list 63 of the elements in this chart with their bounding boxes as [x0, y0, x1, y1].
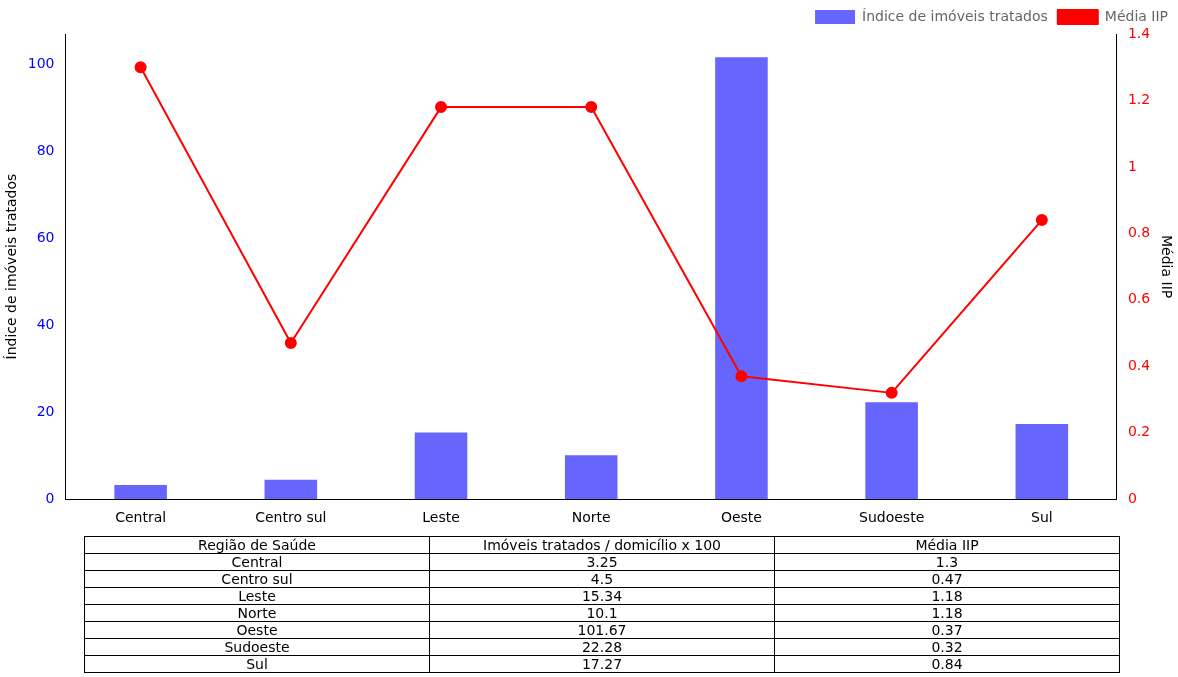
text: 22.28	[429, 638, 775, 656]
x-tick-label: Sul	[1031, 509, 1053, 526]
text: 101.67	[429, 621, 775, 639]
text: 0.47	[774, 570, 1120, 588]
point	[284, 337, 297, 350]
text: Leste	[84, 587, 430, 605]
y2-tick-label: 0.8	[1127, 224, 1151, 241]
text: Região de Saúde	[84, 536, 430, 554]
x-tick-label: Leste	[422, 509, 460, 526]
text: Norte	[84, 604, 430, 622]
point	[885, 386, 898, 399]
text: 0.84	[774, 655, 1120, 673]
y-tick-label: 100	[27, 55, 55, 72]
y-tick-label: 60	[36, 228, 55, 245]
y2-tick-label: 0.2	[1127, 423, 1151, 440]
y2-axis-title: Média IIP	[1158, 235, 1175, 299]
text: Central	[84, 553, 430, 571]
text: 1.18	[774, 604, 1120, 622]
text: 17.27	[429, 655, 775, 673]
point	[134, 61, 147, 74]
x-tick-label: Central	[115, 509, 167, 526]
y2-tick-label: 1.4	[1127, 24, 1151, 41]
text: 3.25	[429, 553, 775, 571]
legend-label: Média IIP	[1104, 7, 1168, 24]
text: 4.5	[429, 570, 775, 588]
bar	[414, 432, 468, 500]
bar	[1015, 424, 1069, 500]
text: Sul	[84, 655, 430, 673]
y-axis-title: Índice de imóveis tratados	[3, 173, 20, 360]
text: Imóveis tratados / domicílio x 100	[429, 536, 775, 554]
text: Média IIP	[774, 536, 1120, 554]
y-tick-label: 20	[36, 402, 55, 419]
text: 10.1	[429, 604, 775, 622]
text: 0.37	[774, 621, 1120, 639]
x-tick-label: Sudoeste	[859, 509, 925, 526]
text: Oeste	[84, 621, 430, 639]
bar	[564, 455, 618, 500]
bar	[114, 485, 167, 500]
y2-tick-label: 0.6	[1127, 290, 1151, 307]
y2-tick-label: 0.4	[1127, 356, 1151, 373]
bar	[865, 402, 918, 500]
text: 15.34	[429, 587, 775, 605]
point	[435, 101, 448, 114]
point	[735, 370, 748, 383]
text: 0.32	[774, 638, 1120, 656]
legend-label: Índice de imóveis tratados	[862, 7, 1048, 24]
bar	[715, 57, 768, 500]
x-tick-label: Centro sul	[255, 509, 327, 526]
text: 1.18	[774, 587, 1120, 605]
text: Centro sul	[84, 570, 430, 588]
x-tick-label: Oeste	[720, 509, 762, 526]
y2-tick-label: 1	[1127, 157, 1137, 174]
y-tick-label: 40	[36, 315, 55, 332]
y-tick-label: 80	[36, 142, 55, 159]
y2-tick-label: 1.2	[1127, 91, 1151, 108]
text: Sudoeste	[84, 638, 430, 656]
y2-tick-label: 0	[1127, 489, 1137, 506]
x-tick-label: Norte	[571, 509, 611, 526]
point	[585, 101, 598, 114]
point	[1035, 214, 1048, 227]
y-tick-label: 0	[45, 489, 55, 506]
text: 1.3	[774, 553, 1120, 571]
bar	[264, 479, 318, 500]
